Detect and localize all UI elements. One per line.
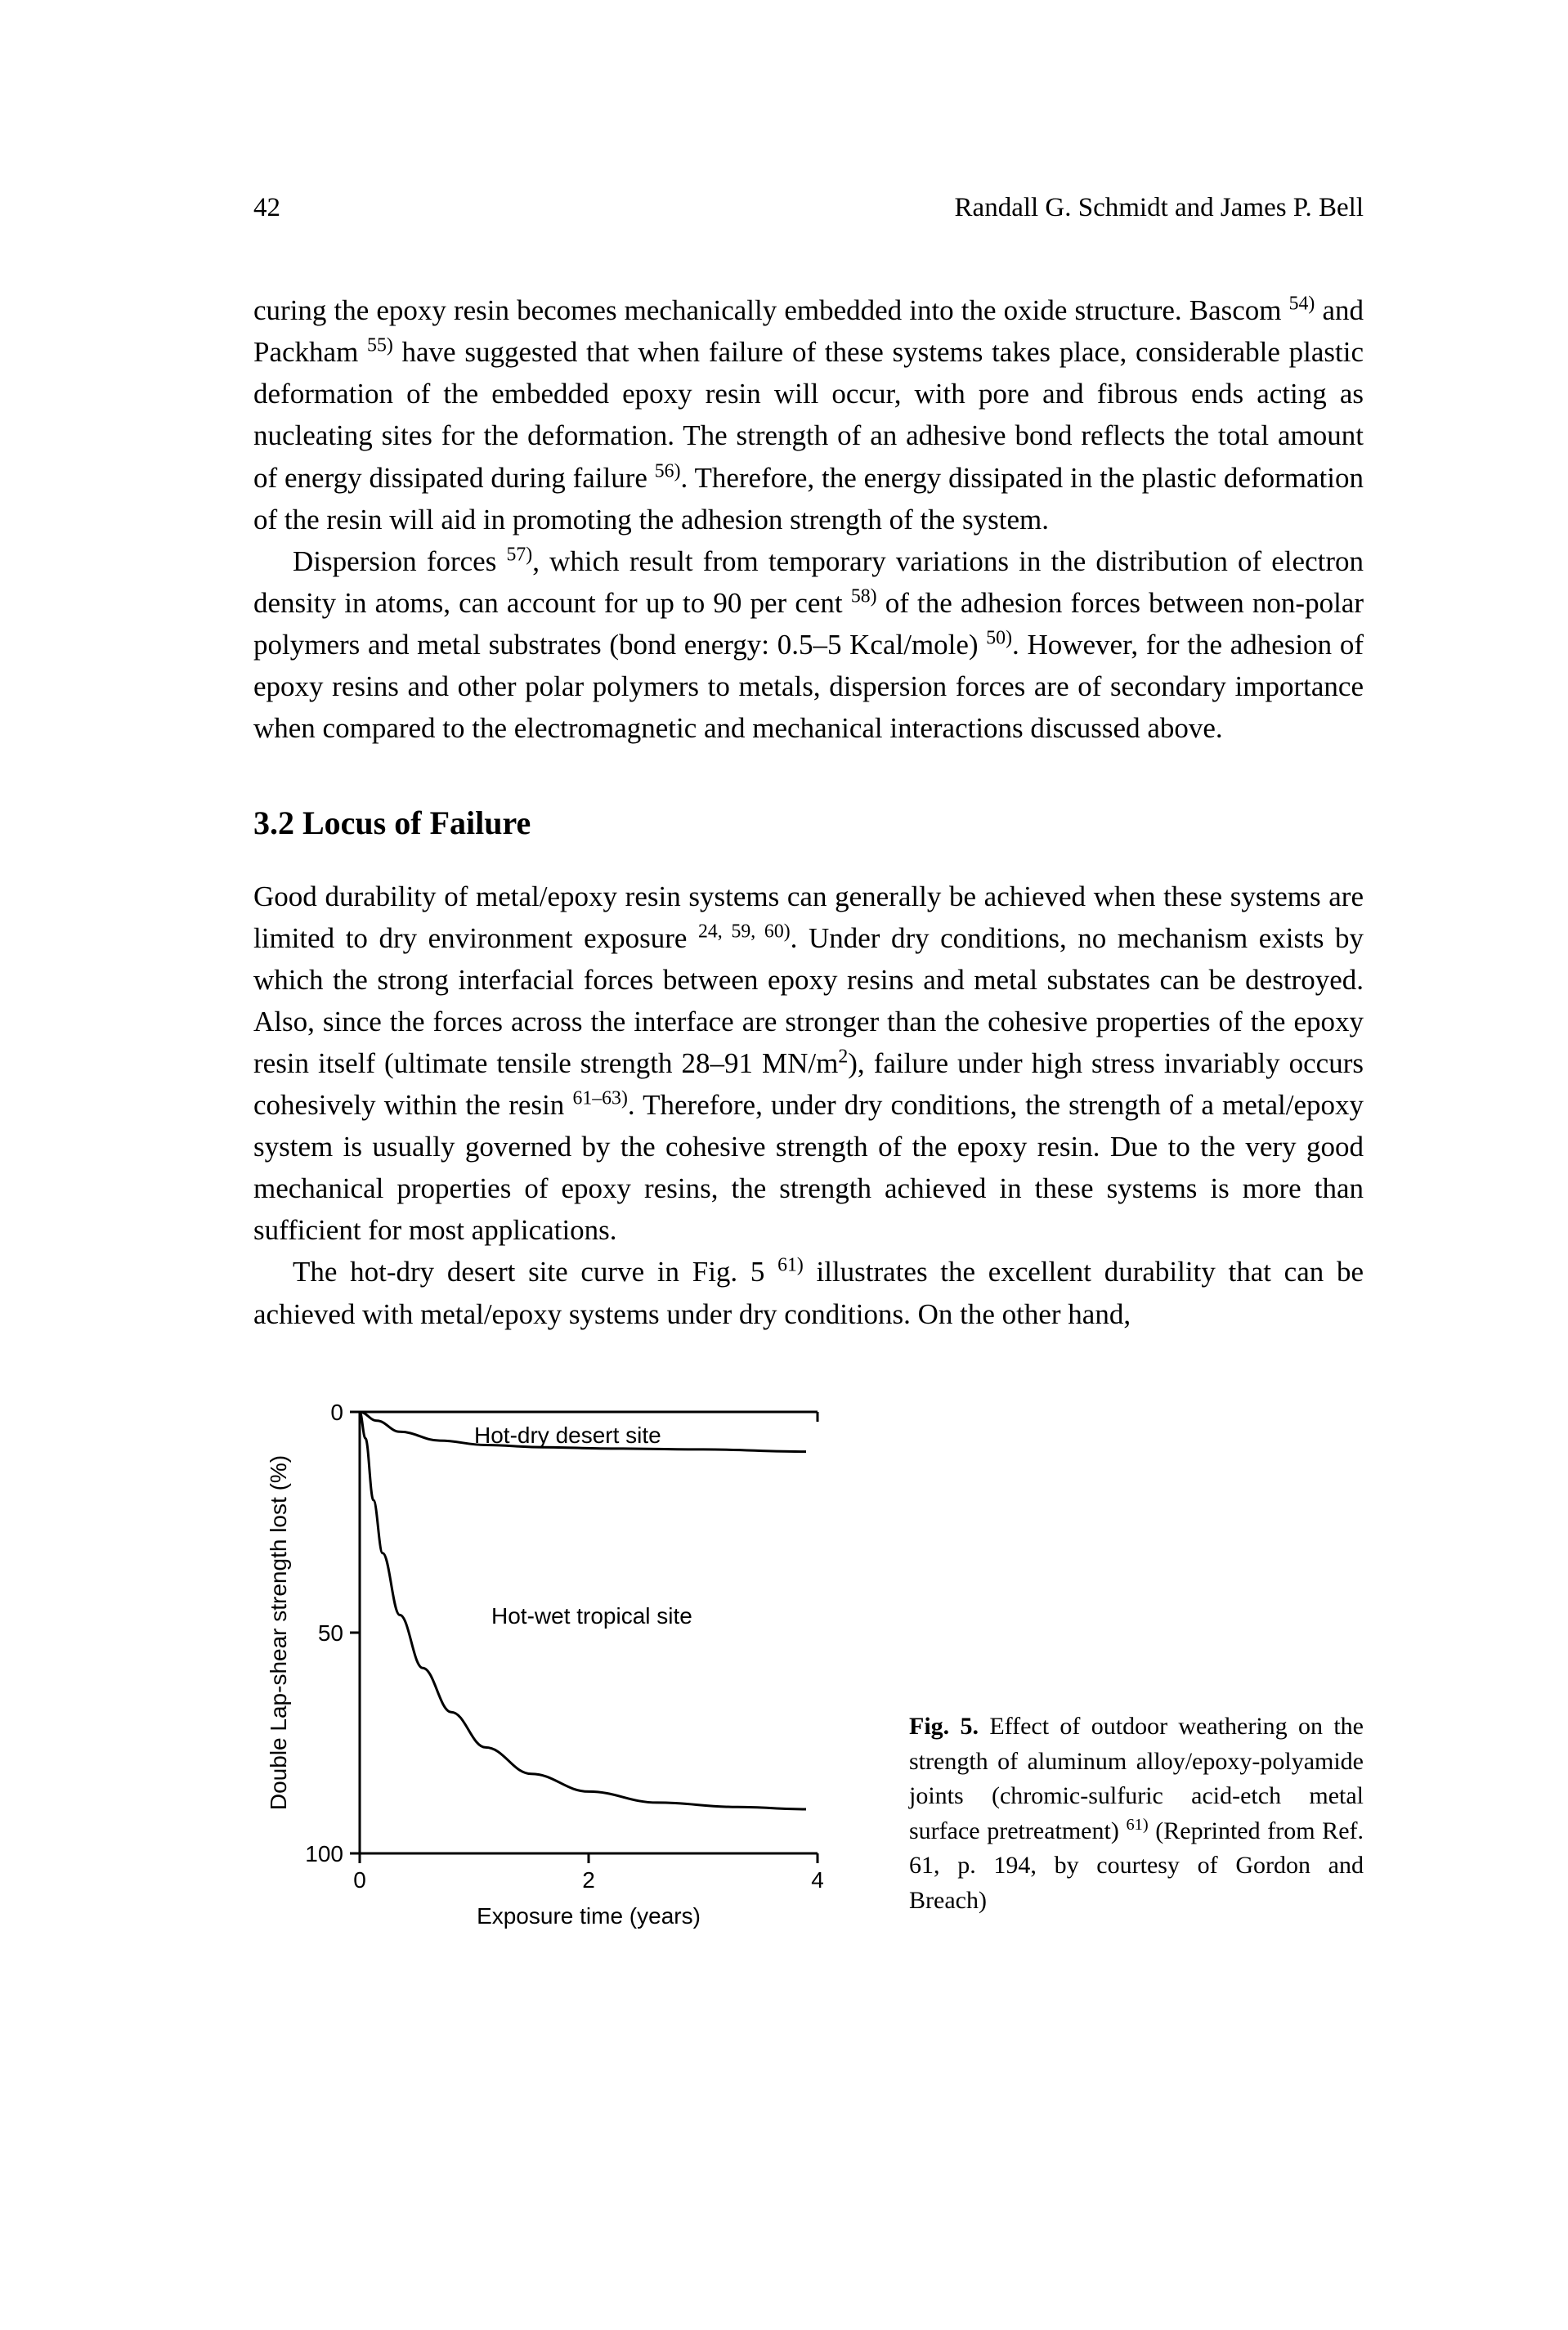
svg-text:100: 100 <box>305 1841 343 1866</box>
citation-ref: 24, 59, 60) <box>698 921 791 942</box>
svg-text:Hot-wet tropical site: Hot-wet tropical site <box>491 1603 692 1629</box>
paragraph-3: Good durability of metal/epoxy resin sys… <box>253 876 1364 1252</box>
svg-text:50: 50 <box>318 1620 343 1646</box>
page: 42 Randall G. Schmidt and James P. Bell … <box>0 0 1568 2330</box>
citation-ref: 61) <box>777 1255 804 1276</box>
svg-text:Hot-dry desert site: Hot-dry desert site <box>474 1422 661 1447</box>
line-chart: 0 50 100 0 2 4 Exposure time (years) Double Lap… <box>253 1379 875 1968</box>
citation-ref: 58) <box>851 585 877 607</box>
svg-text:Exposure time (years): Exposure time (years) <box>477 1903 701 1929</box>
figure-caption: Fig. 5. Effect of outdoor weathering on … <box>909 1709 1364 1968</box>
svg-text:0: 0 <box>330 1400 343 1425</box>
section-heading: 3.2 Locus of Failure <box>253 800 1364 847</box>
chart-container: 0 50 100 0 2 4 Exposure time (years) Double Lap… <box>253 1379 875 1968</box>
paragraph-1: curing the epoxy resin becomes mechanica… <box>253 289 1364 540</box>
exponent: 2 <box>838 1046 848 1067</box>
citation-ref: 57) <box>506 544 532 565</box>
svg-text:2: 2 <box>582 1867 595 1893</box>
text: The hot-dry desert site curve in Fig. 5 <box>293 1256 777 1288</box>
text: Dispersion forces <box>293 545 506 577</box>
running-authors: Randall G. Schmidt and James P. Bell <box>955 188 1364 227</box>
citation-ref: 54) <box>1289 293 1315 315</box>
citation-ref: 55) <box>367 335 393 356</box>
citation-ref: 50) <box>986 627 1012 648</box>
paragraph-4: The hot-dry desert site curve in Fig. 5 … <box>253 1251 1364 1334</box>
page-number: 42 <box>253 188 280 227</box>
svg-text:Double Lap-shear strength lost: Double Lap-shear strength lost (%) <box>266 1455 291 1810</box>
figure-label: Fig. 5. <box>909 1713 979 1740</box>
paragraph-2: Dispersion forces 57), which result from… <box>253 540 1364 749</box>
running-header: 42 Randall G. Schmidt and James P. Bell <box>253 188 1364 227</box>
citation-ref: 61) <box>1126 1816 1148 1834</box>
citation-ref: 61–63) <box>572 1087 627 1109</box>
figure-5: 0 50 100 0 2 4 Exposure time (years) Double Lap… <box>253 1379 1364 1968</box>
citation-ref: 56) <box>655 460 681 482</box>
svg-text:0: 0 <box>353 1867 366 1893</box>
svg-text:4: 4 <box>811 1867 824 1893</box>
text: curing the epoxy resin becomes mechanica… <box>253 294 1289 326</box>
